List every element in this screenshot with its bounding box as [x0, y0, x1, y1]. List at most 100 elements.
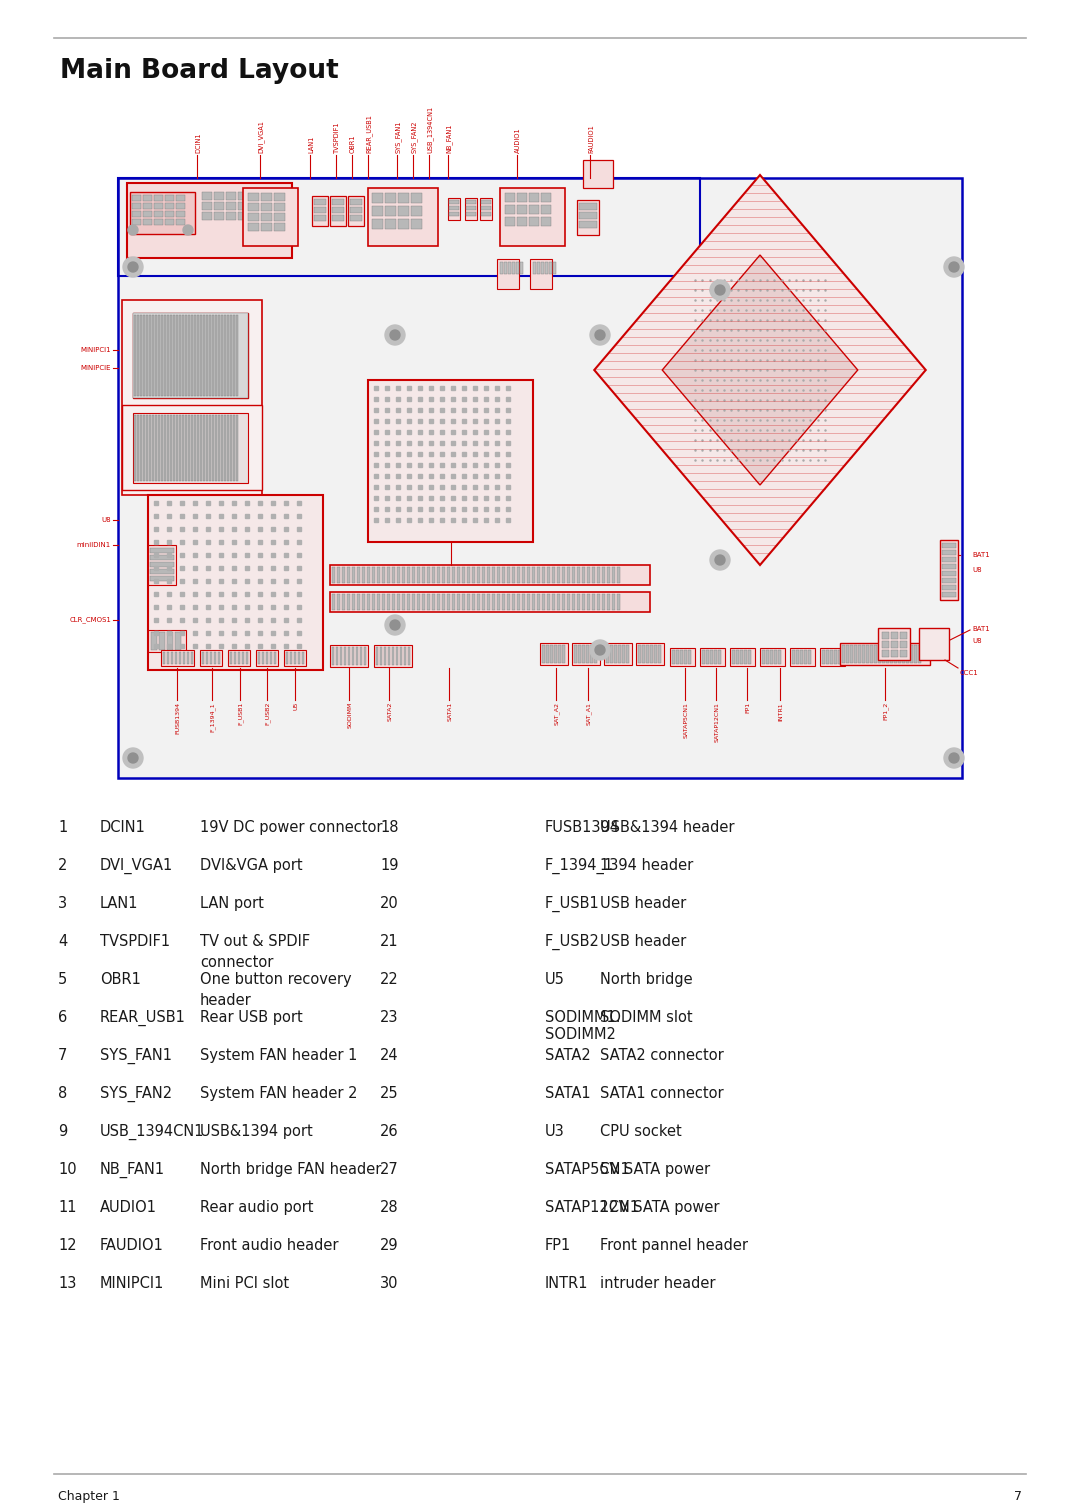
Bar	[179, 414, 181, 481]
Bar	[453, 594, 455, 609]
Bar	[154, 219, 163, 225]
Bar	[546, 594, 550, 609]
Text: MINIPCI1: MINIPCI1	[80, 346, 111, 352]
Bar	[202, 652, 204, 664]
Circle shape	[944, 748, 964, 768]
Bar	[143, 219, 152, 225]
Bar	[422, 567, 426, 584]
Bar	[400, 647, 402, 665]
Bar	[427, 567, 430, 584]
Text: USB_1394CN1: USB_1394CN1	[100, 1123, 204, 1140]
Bar	[537, 567, 540, 584]
Bar	[744, 650, 747, 664]
Bar	[248, 222, 259, 231]
Bar	[886, 646, 889, 662]
Bar	[337, 594, 340, 609]
Bar	[612, 594, 615, 609]
Text: REAR_USB1: REAR_USB1	[366, 113, 373, 153]
Text: AUDIO1: AUDIO1	[100, 1201, 157, 1216]
Bar	[197, 414, 199, 481]
Bar	[274, 213, 285, 221]
Bar	[437, 594, 440, 609]
Bar	[165, 195, 174, 201]
Bar	[347, 594, 350, 609]
Text: 25: 25	[380, 1086, 399, 1101]
Bar	[508, 262, 511, 274]
Bar	[942, 593, 956, 597]
Bar	[134, 314, 136, 396]
Bar	[165, 219, 174, 225]
Bar	[206, 652, 208, 664]
Bar	[167, 652, 168, 664]
Bar	[179, 652, 181, 664]
Bar	[577, 567, 580, 584]
Text: 7: 7	[1014, 1489, 1022, 1503]
Text: U5: U5	[545, 972, 565, 987]
Bar	[314, 200, 326, 206]
Bar	[165, 203, 174, 209]
Bar	[507, 567, 510, 584]
Bar	[228, 650, 249, 665]
Bar	[804, 650, 807, 664]
Bar	[789, 649, 815, 665]
Bar	[516, 262, 519, 274]
Text: SODIMM slot: SODIMM slot	[600, 1010, 692, 1025]
Bar	[161, 650, 194, 665]
Bar	[158, 414, 160, 481]
Bar	[150, 569, 174, 575]
Bar	[214, 212, 224, 221]
Circle shape	[129, 225, 138, 234]
Bar	[179, 314, 181, 396]
Bar	[212, 314, 214, 396]
Text: System FAN header 1: System FAN header 1	[200, 1048, 357, 1063]
Bar	[537, 262, 540, 274]
Bar	[164, 314, 166, 396]
Bar	[592, 567, 595, 584]
Text: 6: 6	[58, 1010, 67, 1025]
Bar	[822, 650, 825, 664]
Bar	[194, 414, 195, 481]
Bar	[382, 594, 384, 609]
Bar	[234, 652, 237, 664]
Bar	[183, 314, 184, 396]
Bar	[457, 567, 460, 584]
Bar	[200, 414, 202, 481]
Text: SATA1 connector: SATA1 connector	[600, 1086, 724, 1101]
Text: 22: 22	[380, 972, 399, 987]
Bar	[838, 650, 841, 664]
Bar	[200, 650, 222, 665]
Bar	[588, 594, 590, 609]
Bar	[519, 262, 523, 274]
Text: SATA2 connector: SATA2 connector	[600, 1048, 724, 1063]
Bar	[762, 650, 765, 664]
Bar	[226, 212, 237, 221]
Bar	[472, 594, 475, 609]
Bar	[380, 647, 382, 665]
Bar	[541, 262, 544, 274]
Bar	[238, 192, 248, 200]
Bar	[237, 414, 238, 481]
Bar	[437, 567, 440, 584]
Bar	[567, 567, 570, 584]
Bar	[176, 195, 185, 201]
Text: 12: 12	[58, 1238, 77, 1253]
Text: 30: 30	[380, 1276, 399, 1291]
Bar	[314, 207, 326, 213]
Bar	[238, 203, 248, 210]
Text: SAT_A2: SAT_A2	[554, 702, 559, 724]
Bar	[185, 314, 187, 396]
Bar	[796, 650, 799, 664]
Bar	[133, 413, 248, 482]
Bar	[579, 203, 597, 210]
Bar	[152, 314, 154, 396]
Bar	[203, 414, 205, 481]
Bar	[332, 567, 335, 584]
Text: SYS_FAN1: SYS_FAN1	[100, 1048, 172, 1064]
Bar	[492, 567, 495, 584]
Bar	[336, 647, 338, 665]
Bar	[122, 299, 262, 494]
Bar	[173, 314, 175, 396]
Bar	[607, 594, 610, 609]
Bar	[221, 414, 222, 481]
Bar	[210, 414, 211, 481]
